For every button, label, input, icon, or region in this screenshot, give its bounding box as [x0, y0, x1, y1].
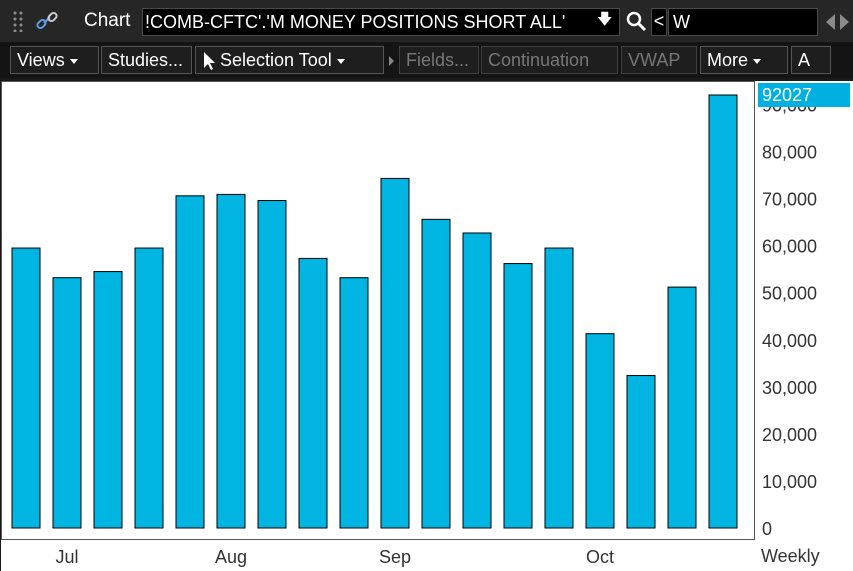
caret-down-icon [753, 58, 762, 64]
studies-button[interactable]: Studies... [101, 46, 192, 74]
bar-2 [93, 271, 123, 529]
last-value-tag: 92027 [758, 83, 850, 107]
drag-grip-icon[interactable] [12, 10, 24, 32]
aggregation-footer-label: Weekly [761, 546, 820, 566]
y-tick-label: 80,000 [762, 143, 817, 163]
selection-tool-label: Selection Tool [220, 50, 332, 70]
selection-tool-button[interactable]: Selection Tool [195, 46, 384, 74]
bar-11 [462, 232, 492, 529]
caret-down-icon [69, 58, 78, 64]
more-button[interactable]: More [700, 46, 788, 74]
scroll-left-icon[interactable] [826, 14, 835, 30]
x-tick-label: Jul [55, 547, 78, 567]
bar-10 [421, 218, 451, 529]
y-tick-label: 50,000 [762, 284, 817, 304]
bar-7 [298, 257, 328, 529]
bar-1 [52, 277, 82, 529]
symbol-input[interactable]: !COMB-CFTC'.'M MONEY POSITIONS SHORT ALL… [142, 8, 620, 36]
bar-14 [585, 333, 615, 529]
y-tick-label: 30,000 [762, 378, 817, 398]
bar-8 [339, 277, 369, 529]
bar-17 [708, 94, 738, 529]
window-title: Chart [84, 10, 131, 31]
bar-6 [257, 200, 287, 529]
y-tick-label: 20,000 [762, 425, 817, 445]
x-tick-label: Aug [215, 547, 247, 567]
x-axis-area[interactable] [1, 540, 853, 571]
y-tick-label: 10,000 [762, 472, 817, 492]
title-bar: Chart !COMB-CFTC'.'M MONEY POSITIONS SHO… [0, 0, 853, 42]
y-axis-area[interactable] [755, 81, 853, 540]
separator-arrow-icon [389, 56, 394, 66]
bar-9 [380, 177, 410, 529]
symbol-dropdown-icon[interactable]: 🡇 [597, 11, 613, 28]
bar-4 [175, 195, 205, 529]
bar-3 [134, 247, 164, 529]
bar-5 [216, 193, 246, 529]
scroll-right-icon[interactable] [840, 14, 849, 30]
aggregation-input[interactable]: W [668, 8, 818, 36]
fields-button[interactable]: Fields... [399, 46, 479, 74]
x-tick-label: Sep [379, 547, 411, 567]
toolbar-overflow-button[interactable]: A [791, 46, 831, 74]
vwap-button[interactable]: VWAP [621, 46, 697, 74]
more-label: More [707, 50, 749, 70]
bar-0 [11, 247, 41, 529]
views-button[interactable]: Views [10, 46, 99, 74]
y-tick-label: 0 [762, 519, 772, 539]
previous-symbol-button[interactable]: < [651, 8, 667, 36]
bar-13 [544, 247, 574, 529]
chart-toolbar: Views Studies... Selection Tool Fields..… [0, 42, 853, 78]
y-tick-label: 70,000 [762, 190, 817, 210]
continuation-button[interactable]: Continuation [481, 46, 618, 74]
bar-12 [503, 263, 533, 529]
link-icon[interactable] [35, 9, 59, 33]
y-tick-label: 40,000 [762, 331, 817, 351]
x-tick-label: Oct [586, 547, 614, 567]
y-tick-label: 60,000 [762, 237, 817, 257]
bar-16 [667, 286, 697, 529]
caret-down-icon [336, 58, 345, 64]
bar-15 [626, 375, 656, 529]
views-label: Views [17, 50, 65, 70]
cursor-icon [204, 52, 215, 71]
search-icon[interactable] [624, 9, 648, 33]
